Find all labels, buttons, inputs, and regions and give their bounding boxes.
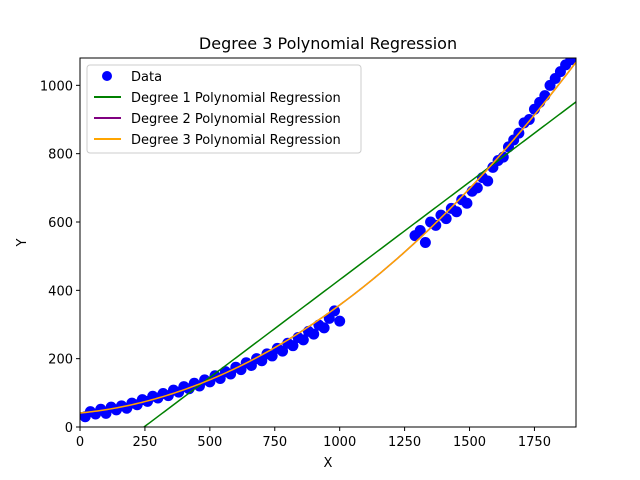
y-tick-label: 400	[48, 284, 73, 299]
legend-label: Degree 3 Polynomial Regression	[131, 133, 341, 148]
data-point	[328, 305, 340, 317]
data-point	[419, 237, 431, 248]
y-tick-label: 600	[48, 216, 73, 231]
legend-label: Degree 2 Polynomial Regression	[131, 112, 341, 127]
data-point	[440, 213, 452, 225]
data-point	[451, 206, 463, 218]
y-tick-label: 0	[65, 421, 73, 436]
data-point	[461, 197, 473, 209]
x-tick-label: 750	[262, 435, 287, 450]
data-point	[539, 90, 551, 102]
data-point	[471, 182, 483, 194]
data-point	[334, 315, 346, 327]
x-tick-label: 0	[76, 435, 84, 450]
y-tick-label: 800	[48, 148, 73, 163]
regression-line-degree-1	[142, 101, 576, 427]
x-tick-label: 1000	[323, 435, 356, 450]
x-tick-label: 1250	[388, 435, 421, 450]
x-tick-label: 1500	[453, 435, 486, 450]
data-point	[287, 340, 299, 352]
data-point	[308, 328, 320, 340]
data-point	[430, 219, 442, 231]
y-axis-label: Y	[15, 238, 30, 247]
y-tick-label: 1000	[40, 79, 73, 94]
data-point	[414, 225, 426, 237]
data-point	[297, 334, 309, 346]
regression-line-degree-3	[80, 61, 576, 414]
legend: Data Degree 1 Polynomial Regression Degree…	[86, 64, 362, 154]
x-tick-label: 1750	[518, 435, 551, 450]
x-tick-label: 250	[133, 435, 158, 450]
y-tick-label: 200	[48, 353, 73, 368]
plot-area	[80, 58, 576, 427]
data-point	[482, 175, 494, 187]
plot-frame	[79, 57, 577, 428]
y-axis: 0 200 400 600 800 1000	[40, 79, 80, 436]
legend-label: Degree 1 Polynomial Regression	[131, 91, 341, 106]
legend-marker	[102, 71, 112, 81]
chart-title: Degree 3 Polynomial Regression	[199, 34, 457, 53]
data-point	[277, 345, 289, 357]
x-axis-label: X	[324, 456, 333, 471]
data-point	[565, 58, 576, 66]
data-point	[318, 322, 330, 334]
legend-box	[86, 64, 362, 154]
x-tick-label: 500	[197, 435, 222, 450]
x-axis: 0 250 500 750 1000 1250 1500 1750	[76, 427, 551, 450]
legend-label: Data	[131, 70, 162, 85]
